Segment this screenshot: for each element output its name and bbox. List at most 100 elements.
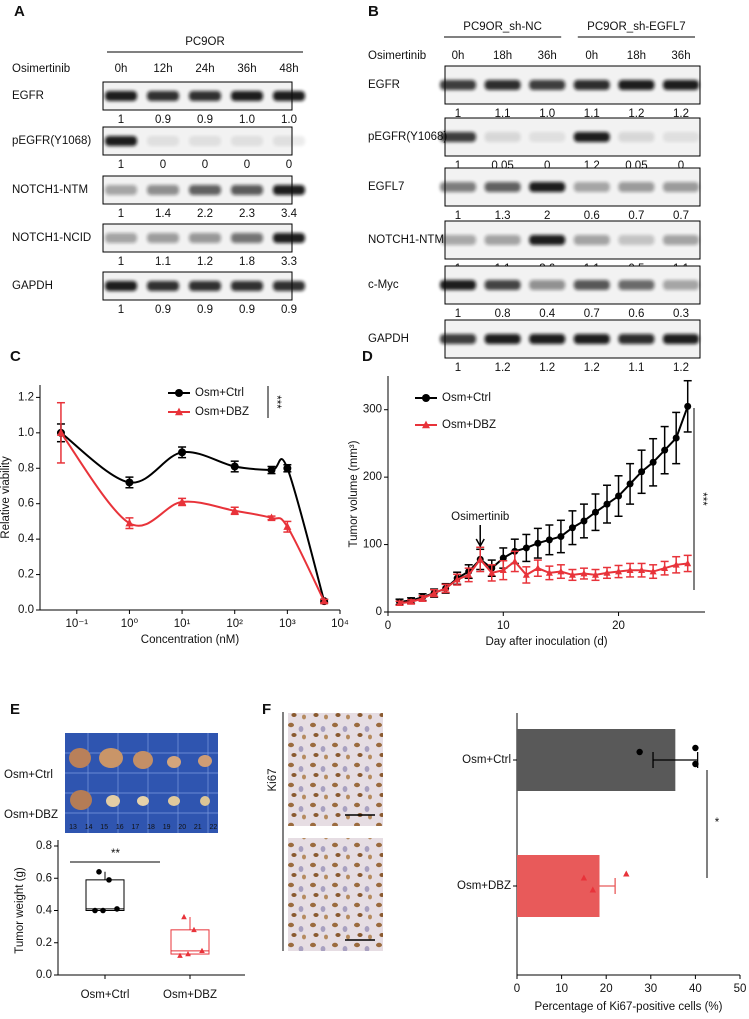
band	[529, 334, 566, 344]
band-value: 1.2	[197, 256, 213, 268]
marker	[267, 466, 276, 475]
marker	[626, 566, 634, 573]
band-value: 0.9	[155, 114, 171, 126]
marker	[534, 539, 542, 547]
y-axis-label: Tumor volume (mm³)	[348, 440, 360, 547]
band-value: 2	[544, 210, 550, 222]
band-value: 1.2	[495, 362, 511, 374]
panel-label: F	[262, 701, 271, 718]
ruler-number: 21	[194, 824, 202, 831]
marker	[422, 394, 430, 402]
band-value: 1	[118, 256, 124, 268]
blot-frame	[444, 117, 701, 157]
marker	[267, 513, 276, 522]
band	[147, 233, 179, 243]
marker	[649, 458, 657, 466]
row-label: EGFR	[368, 79, 400, 91]
band	[663, 235, 699, 245]
marker	[320, 596, 329, 605]
band-value: 0.9	[197, 304, 213, 316]
ruler-number: 13	[69, 824, 77, 831]
marker	[178, 497, 187, 506]
band	[573, 80, 610, 90]
band	[105, 233, 137, 243]
marker	[557, 567, 565, 575]
band-value: 0	[202, 159, 208, 171]
marker	[178, 448, 187, 457]
marker	[419, 594, 427, 602]
band	[618, 334, 655, 344]
marker	[422, 420, 430, 429]
marker	[636, 748, 643, 756]
marker	[568, 524, 576, 532]
lane-label: 0h	[115, 63, 128, 75]
band-value: 0	[160, 159, 166, 171]
marker	[499, 566, 507, 573]
band	[147, 136, 179, 146]
band	[618, 235, 655, 245]
band	[663, 182, 699, 192]
band	[273, 136, 305, 146]
row-label: GAPDH	[12, 280, 53, 292]
band-value: 1.4	[155, 208, 172, 220]
band-value: 1.0	[539, 108, 555, 120]
legend-label: Osm+Ctrl	[442, 392, 491, 404]
marker	[534, 564, 542, 571]
band-value: 1.1	[628, 362, 644, 374]
band	[529, 132, 566, 142]
marker	[615, 492, 623, 500]
y-tick-label: 0.8	[18, 462, 34, 474]
significance: *	[715, 817, 720, 829]
lane-label: 24h	[195, 63, 214, 75]
band-value: 1	[118, 159, 124, 171]
band	[663, 334, 699, 344]
y-tick-label: 0.0	[18, 604, 34, 616]
band-value: 0	[244, 159, 250, 171]
band	[273, 233, 305, 243]
y-tick-label: 0	[376, 606, 382, 618]
marker	[488, 569, 496, 576]
x-tick-label: 10	[497, 620, 510, 632]
band-value: 0.9	[281, 304, 297, 316]
ruler-number: 15	[100, 824, 108, 831]
marker	[692, 744, 699, 752]
marker	[407, 598, 415, 605]
marker	[580, 569, 588, 577]
band-value: 1	[455, 210, 461, 222]
marker	[522, 544, 530, 552]
marker	[191, 926, 197, 933]
band-value: 0.7	[628, 210, 644, 222]
band-value: 3.4	[281, 208, 298, 220]
band	[440, 182, 476, 192]
panel-label: B	[368, 3, 379, 20]
band	[189, 91, 221, 101]
band	[618, 280, 655, 290]
y-tick-label: 0.4	[36, 905, 53, 917]
lane-label: 36h	[538, 50, 557, 62]
marker	[511, 557, 519, 565]
lane-label: 0h	[452, 50, 465, 62]
row-label: NOTCH1-NTM	[12, 184, 88, 196]
marker	[453, 575, 461, 583]
band	[189, 185, 221, 195]
band	[573, 132, 610, 142]
marker	[545, 569, 553, 576]
band	[618, 182, 655, 192]
band	[484, 132, 521, 142]
x-tick-label: 10⁻¹	[65, 618, 88, 630]
band-value: 1	[118, 304, 124, 316]
band	[440, 80, 476, 90]
marker	[430, 589, 438, 596]
y-axis-label: Tumor weight (g)	[14, 867, 26, 954]
marker	[92, 907, 98, 914]
marker	[626, 480, 634, 488]
band-value: 1	[455, 308, 461, 320]
band	[231, 136, 263, 146]
band	[440, 132, 476, 142]
y-tick-label: Osm+Ctrl	[462, 754, 511, 766]
marker	[557, 532, 565, 540]
marker	[175, 407, 183, 416]
band-value: 2.2	[197, 208, 213, 220]
marker	[185, 950, 191, 957]
